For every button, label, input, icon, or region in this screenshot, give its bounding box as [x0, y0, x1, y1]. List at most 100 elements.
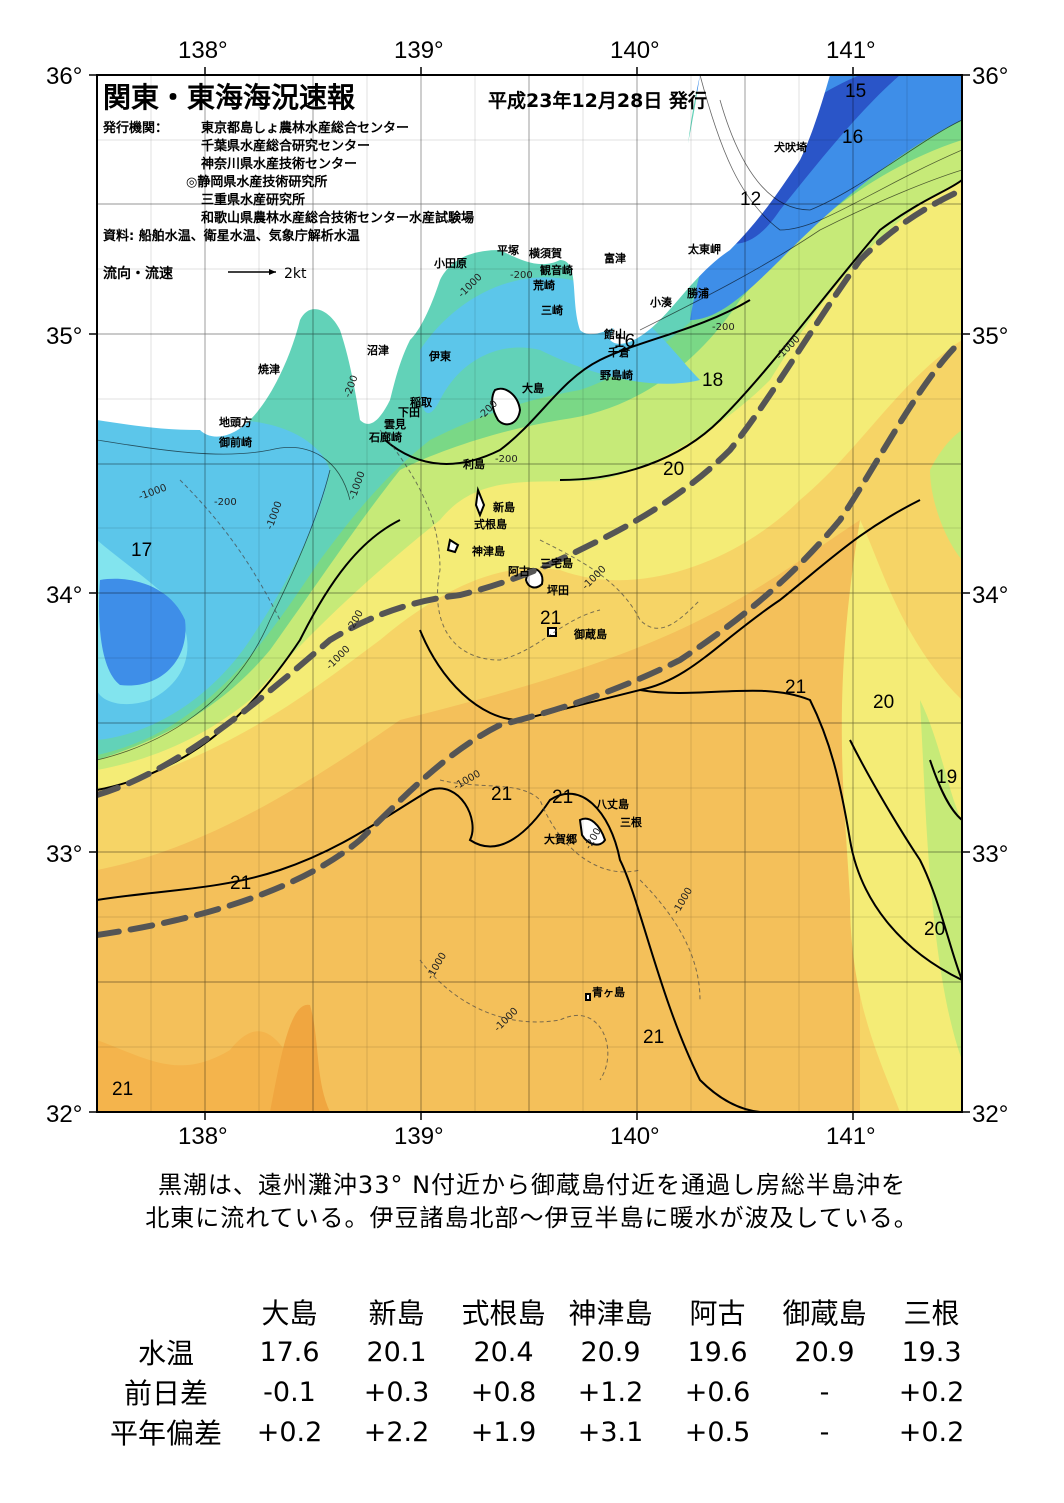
row-label: 平年偏差 [109, 1417, 222, 1450]
east-green-fill [920, 700, 962, 1060]
lon-top-138: 138° [178, 37, 228, 64]
boso-land [610, 75, 830, 344]
isotherm-20-kuroshio [559, 179, 962, 481]
table-cell: +0.2 [898, 1376, 965, 1408]
warmest-pool-fill [97, 1031, 320, 1112]
isotherm-lines [97, 179, 962, 1112]
row-label: 前日差 [123, 1377, 208, 1410]
kuroshio-warm-fill [97, 520, 860, 1112]
place-name: 富津 [604, 251, 626, 265]
warm-tongue-fill [270, 1004, 330, 1112]
place-name: 横須賀 [529, 246, 562, 260]
table-cell: +2.2 [363, 1416, 430, 1448]
publisher-3: 神奈川県水産技術センター [201, 156, 357, 172]
place-name: 観音崎 [540, 263, 573, 277]
temp-label: 19 [936, 767, 957, 788]
lat-left-36: 36° [46, 63, 82, 90]
column-header: 新島 [368, 1297, 425, 1330]
place-name: 三崎 [541, 303, 563, 317]
lat-left-32: 32° [46, 1101, 82, 1128]
lon-bottom-139: 139° [394, 1123, 444, 1150]
place-name: 三根 [620, 815, 643, 829]
column-header: 式根島 [461, 1297, 546, 1330]
lat-left-35: 35° [46, 323, 82, 350]
table-cell: 19.6 [687, 1336, 748, 1368]
place-name: 青ヶ島 [592, 985, 625, 999]
place-name: 稲取 [410, 395, 432, 409]
table-cell: +0.2 [256, 1416, 323, 1448]
table-cell: +1.9 [470, 1416, 537, 1448]
place-name: 地頭方 [219, 415, 252, 429]
temp-label: 15 [845, 81, 866, 102]
summary-line-2: 北東に流れている。伊豆諸島北部～伊豆半島に暖水が波及している。 [145, 1204, 919, 1232]
place-name: 小湊 [649, 295, 672, 309]
lat-right-36: 36° [972, 63, 1008, 90]
place-name: 荒崎 [532, 278, 555, 292]
temp-label: 12 [740, 189, 761, 210]
lon-top-139: 139° [394, 37, 444, 64]
honshu-land [97, 75, 700, 437]
table-cell: +0.2 [898, 1416, 965, 1448]
land [97, 75, 830, 1001]
place-name: 平塚 [497, 243, 519, 257]
table-cell: +3.1 [577, 1416, 644, 1448]
mikurajima-island [547, 627, 557, 637]
table-cell: 19.3 [901, 1336, 962, 1368]
ne-green-fill [930, 430, 962, 560]
temp-label: 20 [924, 919, 945, 940]
depth-label: -200 [495, 454, 518, 465]
lat-left-34: 34° [46, 582, 82, 609]
table-cell: 20.9 [794, 1336, 855, 1368]
lon-top-141: 141° [826, 37, 876, 64]
place-name: 大賀郷 [544, 832, 577, 846]
oshima-island [491, 387, 522, 426]
table-cell: 20.9 [580, 1336, 641, 1368]
temp-label: 21 [230, 873, 251, 894]
place-name: 雲見 [384, 418, 406, 431]
place-name: 下田 [398, 406, 420, 419]
publisher-6: 和歌山県農林水産総合技術センター水産試験場 [201, 210, 474, 226]
frame-ticks [89, 67, 970, 1120]
temp-label: 20 [663, 459, 684, 480]
flow-legend-scale: 2kt [284, 266, 307, 282]
temp-label: 21 [552, 787, 573, 808]
column-header: 阿古 [689, 1297, 746, 1330]
table-cell: +0.6 [684, 1376, 751, 1408]
place-name: 大島 [522, 381, 544, 395]
place-name: 館山 [603, 327, 626, 341]
publisher-5: 三重県水産研究所 [201, 192, 305, 208]
column-header: 神津島 [568, 1297, 653, 1330]
place-name: 八丈島 [595, 797, 629, 811]
kuroshio-axis [97, 187, 962, 938]
hachijojima-island [578, 817, 607, 846]
place-name: 三宅島 [540, 556, 573, 570]
table-cell: 20.1 [366, 1336, 427, 1368]
temp-label: 21 [643, 1027, 664, 1048]
place-name: 新島 [493, 500, 515, 514]
summary-line-1: 黒潮は、遠州灘沖33° N付近から御蔵島付近を通過し房総半島沖を [157, 1171, 907, 1199]
place-name: 太東岬 [687, 242, 721, 256]
place-name: 坪田 [547, 584, 569, 597]
table-row: 前日差 -0.1 +0.3 +0.8 +1.2 +0.6 - +0.2 [96, 1372, 985, 1412]
place-name: 焼津 [258, 362, 280, 376]
arrow-head-icon [269, 269, 276, 275]
temperature-labels: 15 16 12 16 18 20 17 21 21 20 19 21 21 2… [112, 81, 957, 1100]
lat-right-35: 35° [972, 323, 1008, 350]
axis-labels: 138° 139° 140° 141° 138° 139° 140° 141° … [46, 37, 1008, 1150]
place-name: 沼津 [367, 343, 389, 357]
isotherm-21-central [419, 499, 921, 722]
publisher-4: ◎静岡県水産技術研究所 [186, 174, 327, 190]
temp-label: 21 [112, 1079, 133, 1100]
place-name: 千倉 [608, 345, 631, 359]
temp-label: 16 [842, 127, 863, 148]
table-row: 水温 17.6 20.1 20.4 20.9 19.6 20.9 19.3 [96, 1332, 985, 1372]
publisher-2: 千葉県水産総合研究センター [201, 138, 370, 154]
column-header: 大島 [261, 1297, 318, 1330]
table-cell: 20.4 [473, 1336, 534, 1368]
place-name: 御蔵島 [573, 627, 607, 641]
table-cell: 17.6 [259, 1336, 320, 1368]
place-name: 犬吠埼 [774, 140, 807, 154]
column-header: 御蔵島 [782, 1297, 867, 1330]
flow-legend-label: 流向・流速 [103, 265, 173, 282]
niijima-island [474, 486, 486, 518]
